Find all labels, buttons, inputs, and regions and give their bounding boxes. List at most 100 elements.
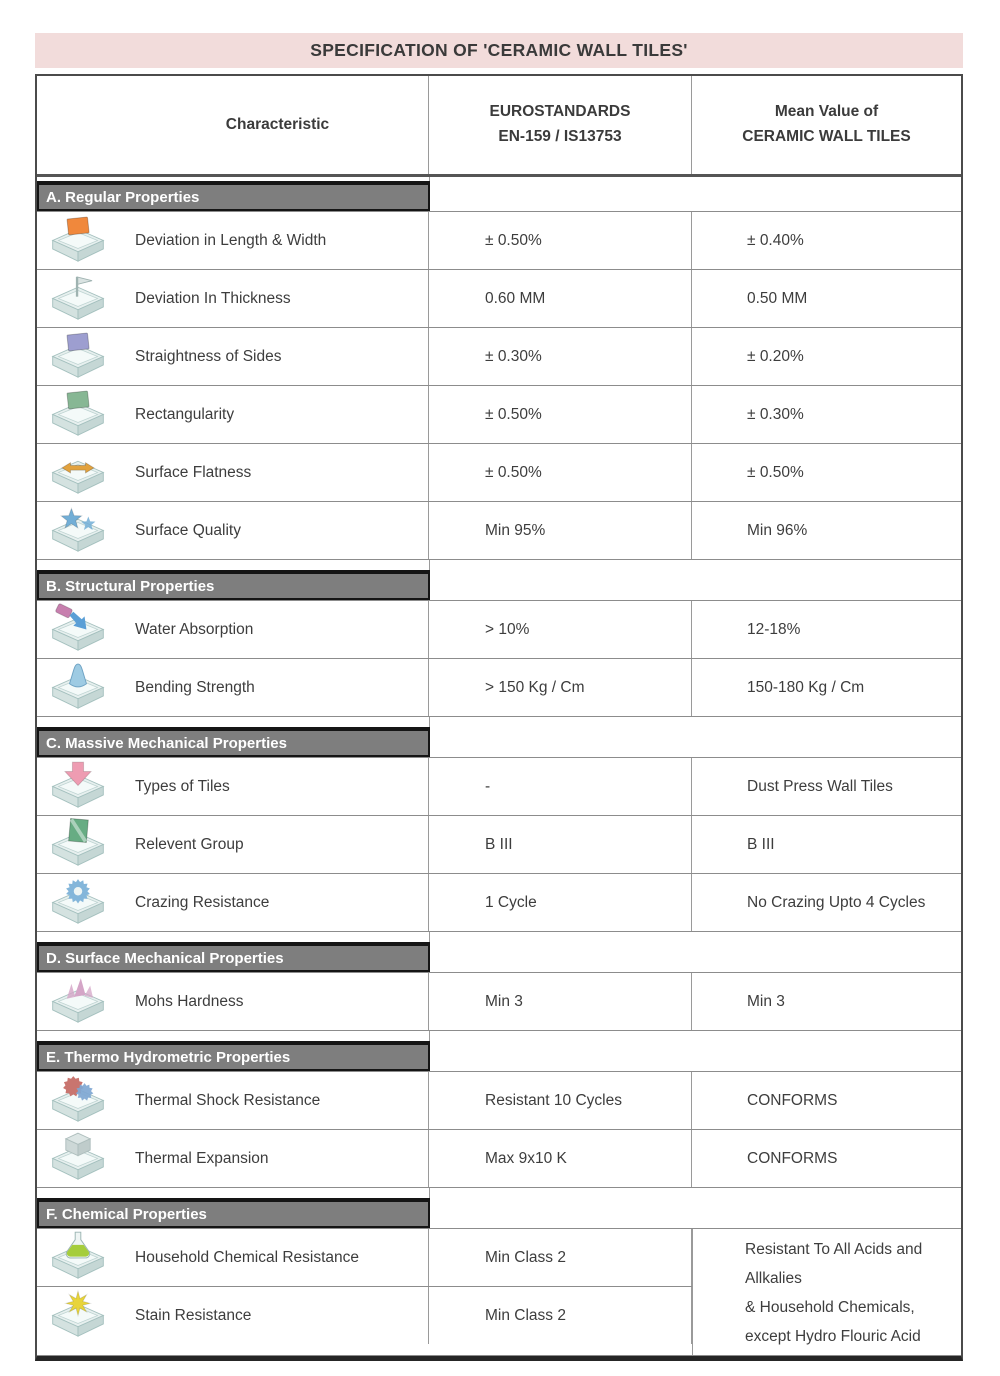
characteristic-label: Stain Resistance [135, 1306, 252, 1324]
column-header-eurostandards: EUROSTANDARDS EN-159 / IS13753 [429, 76, 692, 174]
types-of-tiles-tile-icon [48, 760, 108, 813]
section-band: C. Massive Mechanical Properties [37, 727, 961, 757]
characteristic-cell: Rectangularity [37, 386, 429, 443]
standard-value: 0.60 MM [485, 289, 546, 307]
bending-strength-tile-icon [48, 661, 108, 714]
standard-value: Min Class 2 [485, 1248, 566, 1266]
mean-value-cell: 150-180 Kg / Cm [692, 659, 961, 716]
rows-left: Household Chemical Resistance Min Class 2… [37, 1229, 692, 1355]
standard-value: ± 0.50% [485, 405, 542, 423]
characteristic-label: Relevent Group [135, 835, 244, 853]
table-row: Mohs Hardness Min 3 Min 3 [37, 972, 961, 1030]
mean-value-merged-cell: Resistant To All Acids and Allkalies & Ho… [692, 1229, 961, 1355]
mean-value-cell: B III [692, 816, 961, 873]
stain-resistance-tile-icon [48, 1289, 108, 1342]
mean-value: CONFORMS [747, 1149, 838, 1167]
section-rows: Water Absorption > 10% 12-18% Bending Stren… [37, 600, 961, 717]
section-band: E. Thermo Hydrometric Properties [37, 1041, 961, 1071]
section-gap [37, 177, 961, 181]
mean-value: Dust Press Wall Tiles [747, 777, 893, 795]
section-title: B. Structural Properties [46, 577, 215, 595]
standard-value: 1 Cycle [485, 893, 537, 911]
section-gap [37, 1031, 961, 1041]
characteristic-cell: Straightness of Sides [37, 328, 429, 385]
standard-value: - [485, 777, 491, 795]
standard-value-cell: Min Class 2 [429, 1229, 692, 1286]
standard-value-cell: ± 0.30% [429, 328, 692, 385]
table-row: Thermal Expansion Max 9x10 K CONFORMS [37, 1129, 961, 1187]
standard-value: ± 0.30% [485, 347, 542, 365]
table-row: Deviation in Length & Width ± 0.50% ± 0.40… [37, 211, 961, 269]
mean-value: 0.50 MM [747, 289, 808, 307]
standard-value-cell: ± 0.50% [429, 444, 692, 501]
characteristic-label: Water Absorption [135, 620, 254, 638]
mean-value-cell: ± 0.50% [692, 444, 961, 501]
section-band: D. Surface Mechanical Properties [37, 942, 961, 972]
relevent-group-tile-icon [48, 818, 108, 871]
section-gap [37, 932, 961, 942]
characteristic-label: Deviation in Length & Width [135, 231, 327, 249]
mohs-hardness-tile-icon [48, 975, 108, 1028]
mean-value: B III [747, 835, 775, 853]
section-rows: Mohs Hardness Min 3 Min 3 [37, 972, 961, 1031]
characteristic-cell: Household Chemical Resistance [37, 1229, 429, 1286]
thermal-expansion-tile-icon [48, 1132, 108, 1185]
standard-value-cell: 1 Cycle [429, 874, 692, 931]
mean-value-cell: ± 0.30% [692, 386, 961, 443]
standard-value-cell: 0.60 MM [429, 270, 692, 327]
mean-value-cell: ± 0.20% [692, 328, 961, 385]
section-header-bar: F. Chemical Properties [37, 1198, 430, 1228]
section-header-bar: B. Structural Properties [37, 570, 430, 600]
standard-value: ± 0.50% [485, 463, 542, 481]
mean-value-cell: CONFORMS [692, 1072, 961, 1129]
standard-value: ± 0.50% [485, 231, 542, 249]
standard-value-cell: Min 3 [429, 973, 692, 1030]
section-gap [37, 717, 961, 727]
standard-value: Min Class 2 [485, 1306, 566, 1324]
characteristic-cell: Thermal Shock Resistance [37, 1072, 429, 1129]
standard-value-cell: > 150 Kg / Cm [429, 659, 692, 716]
table-row: Water Absorption > 10% 12-18% [37, 600, 961, 658]
standard-value-cell: Resistant 10 Cycles [429, 1072, 692, 1129]
household-chemical-resistance-tile-icon [48, 1231, 108, 1284]
table-row: Crazing Resistance 1 Cycle No Crazing Upto… [37, 873, 961, 931]
section-title: C. Massive Mechanical Properties [46, 734, 287, 752]
standard-value-cell: B III [429, 816, 692, 873]
mean-value: CONFORMS [747, 1091, 838, 1109]
mean-value-cell: No Crazing Upto 4 Cycles [692, 874, 961, 931]
standard-value-cell: Min 95% [429, 502, 692, 559]
standard-value-cell: Max 9x10 K [429, 1130, 692, 1187]
mean-value-cell: ± 0.40% [692, 212, 961, 269]
characteristic-cell: Stain Resistance [37, 1287, 429, 1344]
column-header-mean-value: Mean Value of CERAMIC WALL TILES [692, 76, 961, 174]
standard-value: > 10% [485, 620, 530, 638]
characteristic-cell: Thermal Expansion [37, 1130, 429, 1187]
mean-value: Min 3 [747, 992, 785, 1010]
mean-value-cell: Dust Press Wall Tiles [692, 758, 961, 815]
characteristic-label: Household Chemical Resistance [135, 1248, 360, 1266]
mean-value-cell: 12-18% [692, 601, 961, 658]
standard-value: Min 3 [485, 992, 523, 1010]
table-row: Types of Tiles - Dust Press Wall Tiles [37, 757, 961, 815]
characteristic-label: Rectangularity [135, 405, 235, 423]
characteristic-label: Types of Tiles [135, 777, 230, 795]
mean-value: ± 0.20% [747, 347, 804, 365]
characteristic-cell: Deviation In Thickness [37, 270, 429, 327]
section-title: A. Regular Properties [46, 188, 200, 206]
crazing-resistance-tile-icon [48, 876, 108, 929]
section-header-bar: A. Regular Properties [37, 181, 430, 211]
section-band: F. Chemical Properties [37, 1198, 961, 1228]
mean-value: No Crazing Upto 4 Cycles [747, 893, 926, 911]
mean-value-cell: Min 96% [692, 502, 961, 559]
column-header-mean-value-line1: Mean Value of [774, 103, 879, 121]
characteristic-label: Straightness of Sides [135, 347, 282, 365]
column-header-mean-value-line2: CERAMIC WALL TILES [742, 128, 911, 145]
page-title: SPECIFICATION OF 'CERAMIC WALL TILES' [35, 33, 963, 68]
characteristic-cell: Types of Tiles [37, 758, 429, 815]
table-row: Surface Quality Min 95% Min 96% [37, 501, 961, 559]
straightness-of-sides-tile-icon [48, 330, 108, 383]
table-row: Deviation In Thickness 0.60 MM 0.50 MM [37, 269, 961, 327]
water-absorption-tile-icon [48, 603, 108, 656]
column-header-eurostandards-line1: EUROSTANDARDS [489, 103, 631, 121]
table-row: Household Chemical Resistance Min Class 2 [37, 1229, 692, 1286]
